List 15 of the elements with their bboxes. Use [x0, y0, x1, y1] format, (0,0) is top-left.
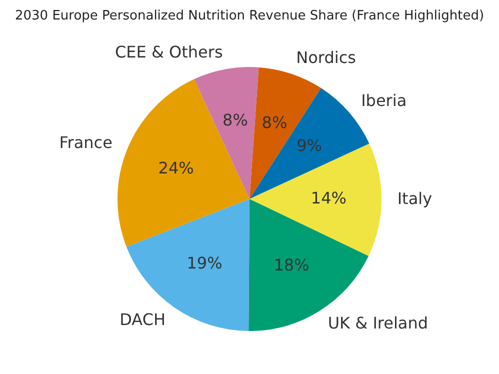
data-label: 8%: [262, 113, 288, 132]
data-label: 14%: [310, 188, 346, 208]
chart-title: 2030 Europe Personalized Nutrition Revenue Share (France Highlighted): [14, 8, 484, 24]
slice-label: Nordics: [296, 48, 356, 67]
slice-label: DACH: [120, 310, 166, 329]
slice-label: CEE & Others: [115, 42, 223, 62]
data-label: 9%: [296, 136, 322, 156]
data-label: 19%: [186, 253, 222, 272]
slice-label: UK & Ireland: [328, 314, 428, 333]
slice-label: France: [59, 132, 112, 152]
data-label: 24%: [158, 158, 194, 178]
data-label: 8%: [222, 110, 248, 130]
slice-label: Italy: [397, 189, 432, 208]
data-label: 18%: [274, 255, 310, 274]
slice-label: Iberia: [361, 91, 407, 110]
